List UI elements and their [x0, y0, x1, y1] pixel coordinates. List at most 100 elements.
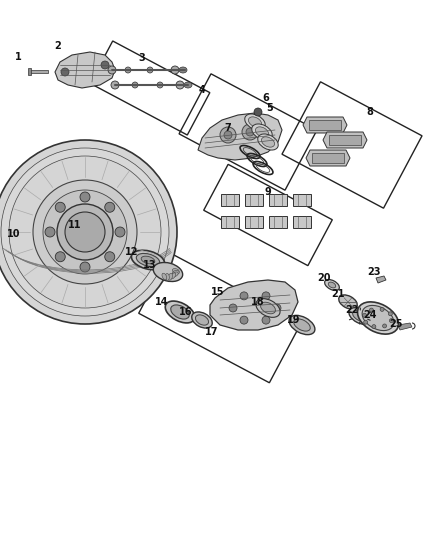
Circle shape	[55, 202, 65, 212]
Ellipse shape	[357, 302, 399, 334]
Circle shape	[171, 66, 179, 74]
Polygon shape	[306, 150, 350, 166]
Polygon shape	[312, 153, 344, 163]
Circle shape	[157, 82, 163, 88]
Text: 1: 1	[14, 52, 21, 62]
Text: 19: 19	[287, 315, 301, 325]
Circle shape	[111, 81, 119, 89]
Text: 5: 5	[267, 103, 273, 113]
Polygon shape	[198, 113, 282, 160]
Polygon shape	[30, 70, 48, 73]
Text: 10: 10	[7, 229, 21, 239]
Circle shape	[108, 66, 116, 74]
Circle shape	[101, 61, 109, 69]
Circle shape	[147, 67, 153, 73]
Text: 22: 22	[345, 305, 359, 315]
Circle shape	[363, 313, 367, 317]
Ellipse shape	[325, 279, 339, 290]
Polygon shape	[22, 238, 42, 242]
Text: 3: 3	[138, 53, 145, 63]
Ellipse shape	[261, 302, 276, 314]
Circle shape	[369, 308, 374, 312]
Circle shape	[45, 227, 55, 237]
Circle shape	[0, 140, 177, 324]
Circle shape	[57, 204, 113, 260]
Circle shape	[382, 324, 387, 328]
Ellipse shape	[165, 301, 195, 323]
Ellipse shape	[172, 269, 179, 273]
Ellipse shape	[349, 308, 371, 325]
Circle shape	[43, 190, 127, 274]
Text: 16: 16	[179, 307, 193, 317]
Ellipse shape	[294, 319, 310, 331]
Polygon shape	[329, 135, 361, 145]
Ellipse shape	[173, 271, 180, 274]
Circle shape	[262, 316, 270, 324]
Circle shape	[380, 308, 384, 311]
Ellipse shape	[248, 117, 261, 127]
Text: 12: 12	[125, 247, 139, 257]
Ellipse shape	[170, 273, 176, 279]
Text: 11: 11	[68, 220, 82, 230]
Text: 15: 15	[211, 287, 225, 297]
Polygon shape	[210, 280, 298, 330]
Ellipse shape	[255, 127, 268, 137]
Polygon shape	[269, 216, 287, 228]
Ellipse shape	[245, 114, 265, 130]
Circle shape	[105, 202, 115, 212]
Ellipse shape	[256, 298, 280, 317]
Text: 18: 18	[251, 297, 265, 307]
Polygon shape	[55, 52, 115, 88]
Polygon shape	[376, 276, 386, 283]
Circle shape	[372, 325, 376, 329]
Circle shape	[105, 252, 115, 262]
Text: 2: 2	[55, 41, 61, 51]
Text: 8: 8	[367, 107, 374, 117]
Ellipse shape	[136, 253, 160, 266]
Ellipse shape	[252, 124, 272, 140]
Circle shape	[389, 312, 392, 316]
Ellipse shape	[328, 282, 336, 288]
Circle shape	[240, 316, 248, 324]
Polygon shape	[303, 117, 347, 133]
Circle shape	[65, 212, 105, 252]
Circle shape	[61, 68, 69, 76]
Circle shape	[80, 192, 90, 202]
Polygon shape	[20, 236, 23, 244]
Ellipse shape	[289, 316, 315, 335]
Ellipse shape	[171, 305, 189, 319]
Polygon shape	[221, 216, 239, 228]
Ellipse shape	[184, 82, 192, 88]
Circle shape	[389, 319, 393, 322]
Text: 21: 21	[331, 289, 345, 299]
Circle shape	[1, 148, 169, 316]
Polygon shape	[245, 216, 263, 228]
Polygon shape	[293, 216, 311, 228]
Circle shape	[132, 82, 138, 88]
Ellipse shape	[179, 67, 187, 73]
Circle shape	[80, 262, 90, 272]
Circle shape	[220, 127, 236, 143]
Text: 4: 4	[198, 85, 205, 95]
Text: 6: 6	[263, 93, 269, 103]
Ellipse shape	[258, 134, 278, 150]
Text: 23: 23	[367, 267, 381, 277]
Ellipse shape	[162, 273, 167, 280]
Circle shape	[254, 108, 262, 116]
Ellipse shape	[141, 256, 155, 264]
Circle shape	[176, 81, 184, 89]
Ellipse shape	[362, 305, 394, 330]
Text: 24: 24	[363, 310, 377, 320]
Text: 9: 9	[265, 187, 272, 197]
Text: 20: 20	[317, 273, 331, 283]
Ellipse shape	[131, 251, 165, 270]
Circle shape	[33, 180, 137, 284]
Polygon shape	[221, 194, 239, 206]
Circle shape	[55, 252, 65, 262]
Polygon shape	[269, 194, 287, 206]
Circle shape	[224, 131, 232, 139]
Polygon shape	[309, 120, 341, 130]
Ellipse shape	[195, 315, 208, 325]
Text: 7: 7	[225, 123, 231, 133]
Text: 13: 13	[143, 260, 157, 270]
